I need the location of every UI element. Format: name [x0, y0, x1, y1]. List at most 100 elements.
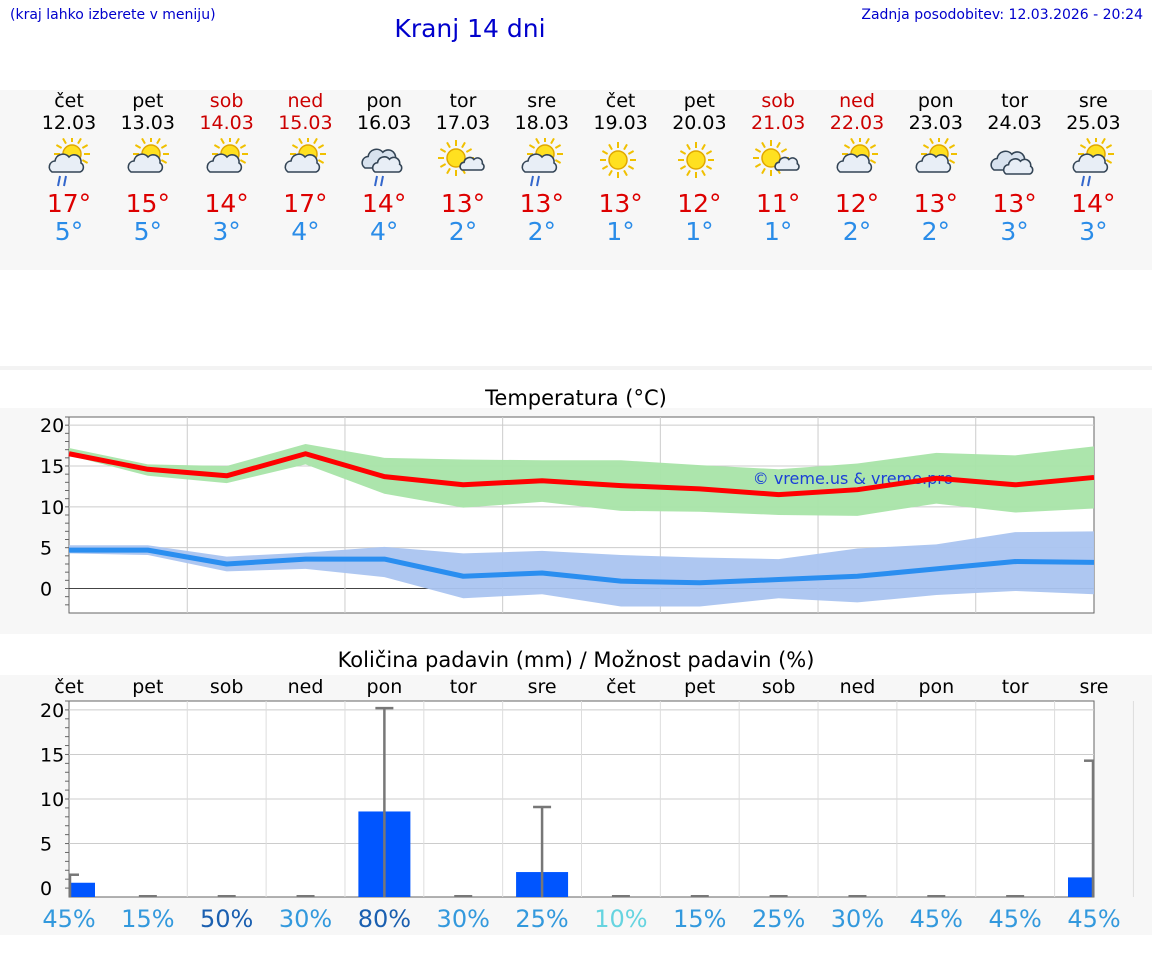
- min-temp: 1°: [685, 217, 714, 246]
- x-tick-label: čet: [54, 676, 84, 698]
- max-temp: 13°: [598, 189, 643, 218]
- sun-cloud-icon: [284, 138, 327, 173]
- rain-chance: 50%: [200, 905, 253, 933]
- day-name: pet: [132, 90, 164, 112]
- day-column: sre 18.03 13° 2°: [502, 90, 582, 246]
- day-column: pet 20.03 12° 1°: [659, 90, 739, 246]
- day-name: sre: [527, 90, 557, 112]
- min-temp: 2°: [842, 217, 872, 246]
- max-temp: 11°: [756, 189, 801, 218]
- min-temp: 1°: [606, 217, 635, 246]
- max-temp: 14°: [1071, 189, 1116, 218]
- x-tick-label: pet: [132, 676, 163, 698]
- max-temp: 14°: [362, 189, 407, 218]
- sun-cloud-icon: [836, 138, 878, 173]
- y-tick-label: 20: [40, 700, 64, 722]
- max-temp: 13°: [992, 189, 1037, 218]
- day-name: čet: [605, 90, 636, 112]
- day-column: ned 15.03 17° 4°: [265, 90, 345, 246]
- rain-chance: 15%: [121, 905, 174, 933]
- day-column: tor 24.03 13° 3°: [975, 90, 1055, 246]
- rain-chance: 10%: [594, 905, 647, 933]
- rain-chance: 25%: [515, 905, 568, 933]
- sun-small-cloud-icon: [438, 140, 485, 176]
- min-temp: 2°: [448, 217, 478, 246]
- max-temp: 13°: [440, 189, 486, 218]
- rain-chance: 45%: [910, 905, 963, 933]
- temperature-chart-title: Temperatura (°C): [485, 386, 667, 410]
- day-column: tor 17.03 13° 2°: [423, 90, 503, 246]
- day-date: 20.03: [672, 112, 727, 134]
- min-temp: 3°: [1000, 217, 1029, 246]
- y-tick-label: 20: [40, 415, 64, 437]
- day-name: sob: [761, 90, 795, 112]
- y-tick-label: 15: [40, 456, 64, 478]
- min-temp: 3°: [1079, 217, 1108, 246]
- max-temp: 15°: [125, 189, 170, 218]
- min-temp: 4°: [369, 217, 399, 246]
- day-name: čet: [54, 90, 84, 112]
- min-temp: 2°: [527, 217, 556, 246]
- forecast-strip: [0, 90, 1152, 270]
- precip-bar: [69, 882, 95, 897]
- day-date: 18.03: [514, 112, 569, 134]
- day-name: sob: [209, 90, 244, 112]
- rain-chance: 25%: [752, 905, 805, 933]
- x-tick-label: ned: [288, 676, 324, 698]
- y-tick-label: 0: [40, 579, 52, 601]
- day-column: čet 19.03 13° 1°: [581, 90, 661, 246]
- cloud-icon: [989, 150, 1034, 175]
- rain-chance: 45%: [988, 905, 1041, 933]
- day-date: 24.03: [987, 112, 1042, 134]
- last-updated: Zadnja posodobitev: 12.03.2026 - 20:24: [861, 7, 1143, 23]
- sun-icon: [599, 142, 636, 178]
- day-column: sob 21.03 11° 1°: [738, 90, 818, 246]
- day-name: pon: [917, 90, 954, 112]
- sun-icon: [678, 142, 715, 178]
- max-temp: 14°: [204, 189, 249, 218]
- location-hint: (kraj lahko izberete v meniju): [10, 7, 216, 23]
- precip-bar: [1068, 877, 1094, 897]
- day-name: ned: [287, 90, 324, 112]
- min-temp: 5°: [54, 217, 84, 246]
- min-temp: 1°: [763, 217, 793, 246]
- sun-cloud-rain-icon: [48, 138, 90, 187]
- min-temp-line: [69, 547, 1095, 586]
- min-range-band: [69, 531, 1094, 607]
- day-date: 17.03: [435, 112, 491, 134]
- rain-chance: 30%: [437, 905, 490, 933]
- day-column: ned 22.03 12° 2°: [817, 90, 897, 246]
- rain-chance: 45%: [1067, 905, 1120, 933]
- day-column: pon 16.03 14° 4°: [344, 90, 424, 246]
- y-tick-label: 5: [40, 834, 52, 856]
- precipitation-chart: čet pet sob ned pon tor sre čet pet sob ned pon tor s…: [40, 676, 1134, 933]
- max-temp-line: [68, 451, 1095, 498]
- sun-cloud-icon: [915, 138, 957, 173]
- day-name: ned: [839, 90, 875, 112]
- sun-cloud-icon: [127, 138, 169, 173]
- rain-chance: 45%: [42, 905, 95, 933]
- max-temp: 13°: [913, 189, 958, 218]
- precipitation-chart-title: Količina padavin (mm) / Možnost padavin …: [337, 648, 815, 672]
- x-tick-label: sob: [762, 676, 796, 698]
- day-date: 13.03: [120, 112, 175, 134]
- day-column: sob 14.03 14° 3°: [187, 90, 267, 246]
- x-tick-label: sre: [528, 676, 557, 698]
- y-tick-label: 10: [40, 789, 64, 811]
- y-tick-label: 0: [40, 878, 52, 900]
- day-date: 23.03: [908, 112, 963, 134]
- rain-chance: 30%: [831, 905, 884, 933]
- day-name: tor: [449, 90, 477, 112]
- min-temp: 4°: [291, 217, 320, 246]
- day-date: 16.03: [356, 112, 412, 134]
- sun-cloud-rain-icon: [521, 138, 563, 187]
- day-date: 19.03: [593, 112, 648, 134]
- x-tick-label: sob: [210, 676, 244, 698]
- day-column: sre 25.03 14° 3°: [1053, 90, 1133, 246]
- x-tick-label: pet: [684, 676, 715, 698]
- max-temp: 17°: [283, 189, 328, 218]
- day-name: pet: [683, 90, 715, 112]
- day-name: tor: [1001, 90, 1029, 112]
- x-tick-label: čet: [606, 676, 636, 698]
